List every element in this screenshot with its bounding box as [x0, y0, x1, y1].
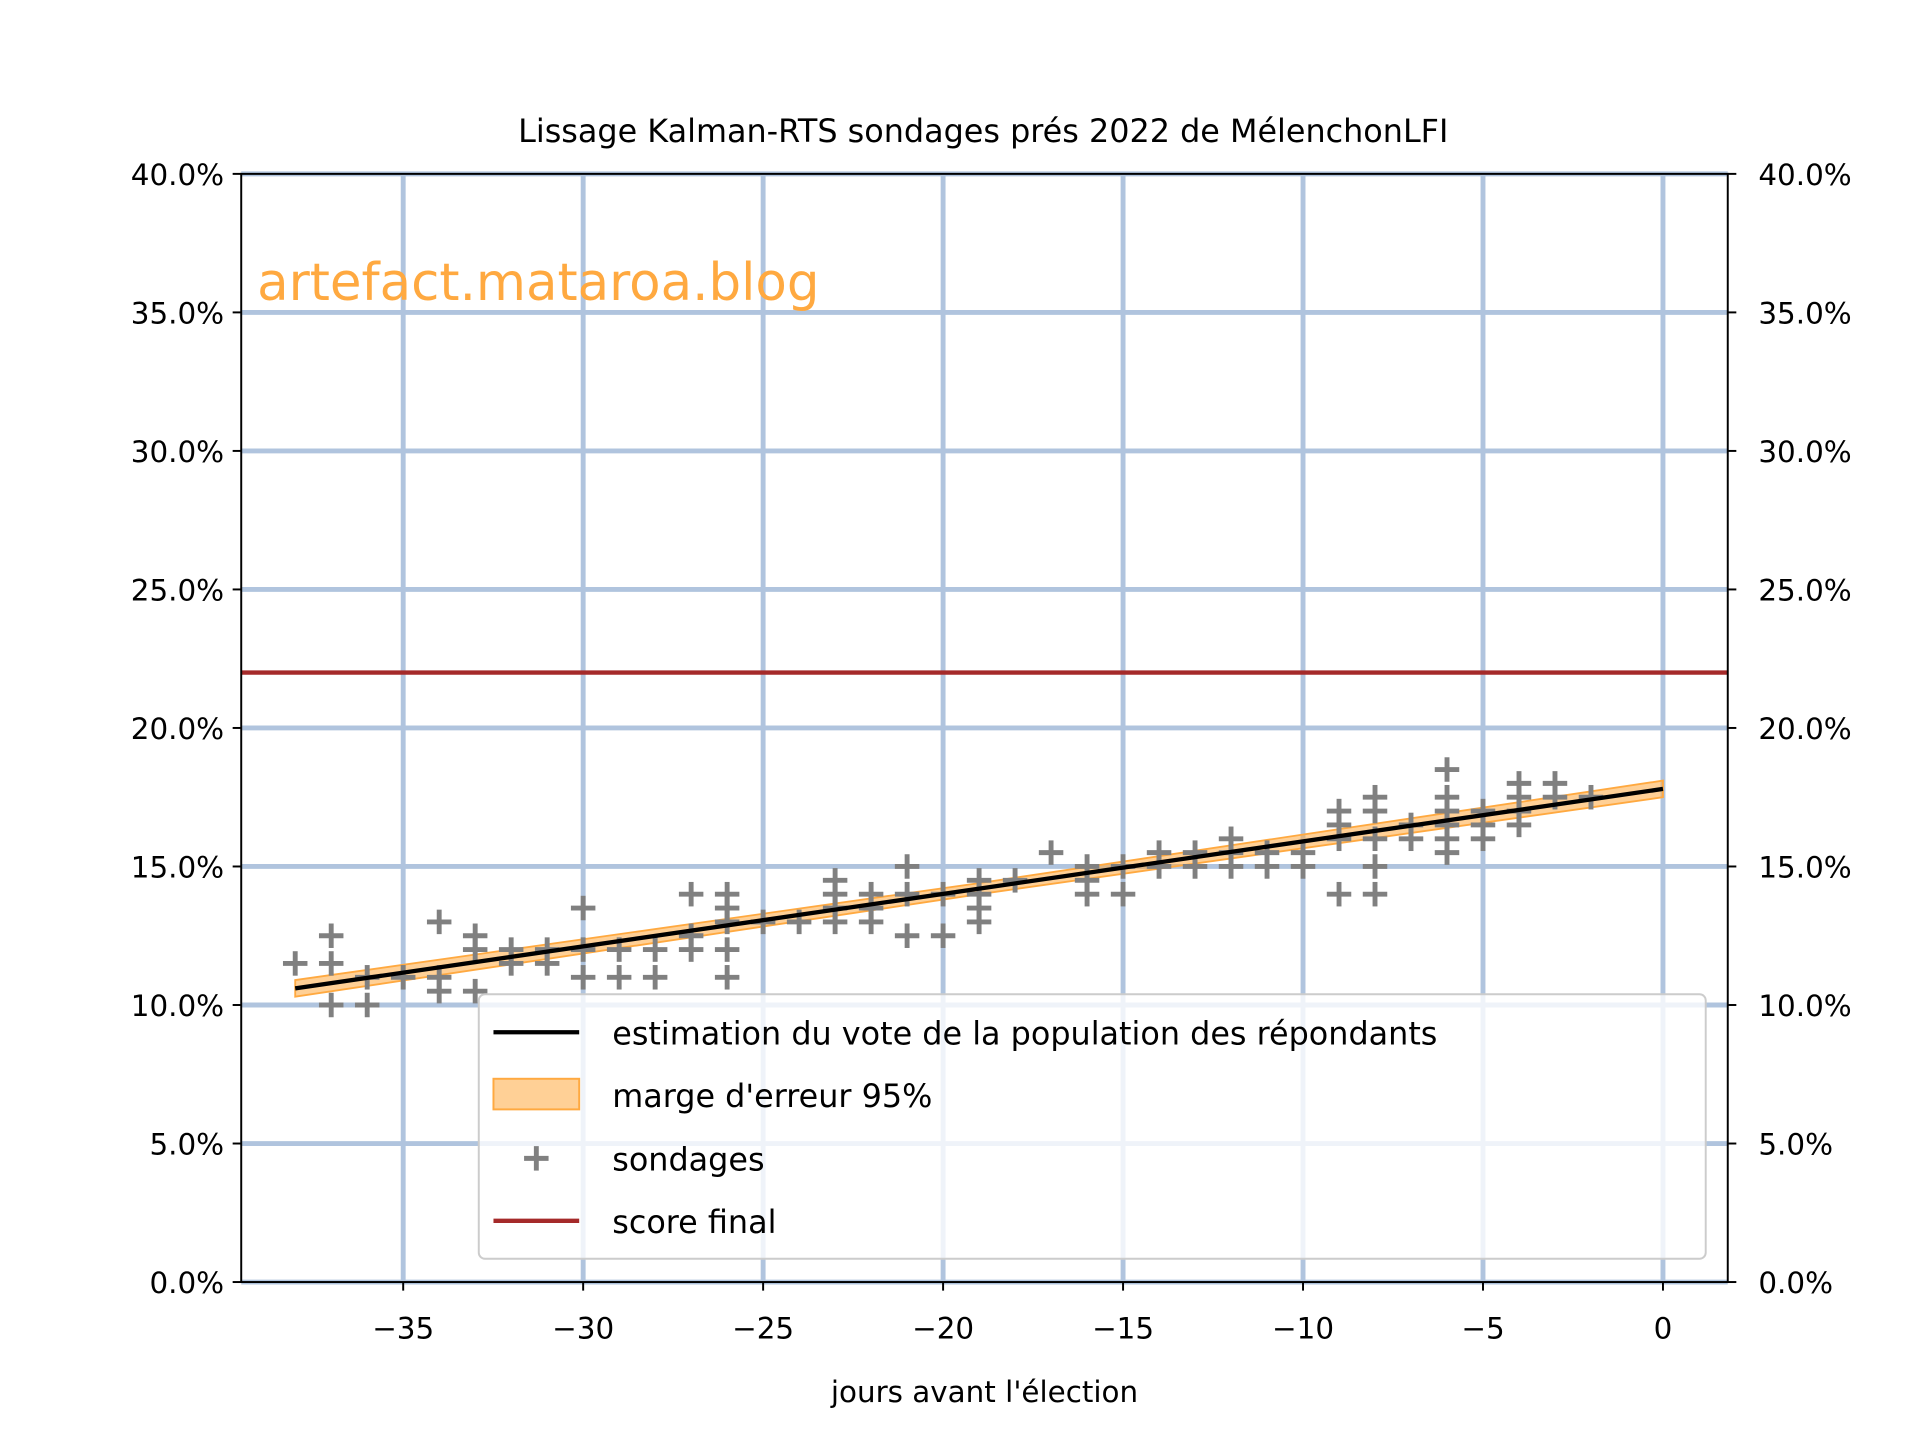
x-tick-label: 0	[1654, 1311, 1673, 1345]
poll-marker	[894, 854, 920, 879]
legend: estimation du vote de la population des …	[477, 993, 1707, 1260]
y-tick-label-left: 35.0%	[131, 296, 224, 330]
poll-marker	[1146, 854, 1172, 879]
poll-marker	[1434, 757, 1460, 782]
poll-marker	[966, 909, 992, 935]
estimate-line	[294, 786, 1664, 991]
poll-marker	[930, 923, 956, 948]
y-tick-label-right: 30.0%	[1758, 435, 1851, 469]
y-tick-label-left: 0.0%	[149, 1266, 224, 1300]
poll-marker	[354, 992, 380, 1018]
poll-marker	[426, 978, 452, 1004]
poll-marker	[858, 909, 884, 935]
poll-marker	[1506, 812, 1532, 838]
poll-marker	[678, 881, 704, 907]
x-tick-label: −25	[732, 1311, 794, 1345]
poll-marker	[318, 992, 344, 1018]
x-tick-label: −35	[372, 1311, 434, 1345]
legend-handle-polls	[524, 1146, 549, 1171]
y-tick-label-left: 15.0%	[131, 851, 224, 885]
poll-marker	[318, 951, 344, 976]
poll-marker	[714, 909, 740, 935]
x-tick-label: −20	[912, 1311, 974, 1345]
poll-marker	[678, 937, 704, 962]
estimate-line-path	[294, 786, 1664, 991]
y-tick-label-left: 30.0%	[131, 435, 224, 469]
x-tick-label: −15	[1092, 1311, 1154, 1345]
y-tick-label-right: 10.0%	[1758, 989, 1851, 1023]
poll-marker	[714, 965, 740, 990]
poll-marker	[570, 965, 596, 990]
y-tick-label-right: 40.0%	[1758, 158, 1851, 192]
poll-marker	[1074, 881, 1100, 907]
poll-marker	[606, 965, 632, 990]
poll-marker	[1362, 854, 1388, 879]
y-tick-label-right: 15.0%	[1758, 851, 1851, 885]
x-tick-label: −10	[1272, 1311, 1334, 1345]
y-tick-label-right: 35.0%	[1758, 296, 1851, 330]
y-tick-label-right: 5.0%	[1758, 1128, 1833, 1162]
poll-marker	[714, 937, 740, 962]
poll-marker	[1290, 854, 1316, 879]
poll-marker	[822, 909, 848, 935]
poll-marker	[282, 951, 308, 976]
legend-handle-band	[492, 1077, 581, 1111]
x-tick-label: −30	[552, 1311, 614, 1345]
legend-label-estimate: estimation du vote de la population des …	[612, 1014, 1437, 1052]
poll-points	[282, 757, 1604, 1018]
poll-marker	[1362, 881, 1388, 907]
y-tick-label-left: 5.0%	[149, 1128, 224, 1162]
poll-marker	[1218, 854, 1244, 879]
chart-title: Lissage Kalman-RTS sondages prés 2022 de…	[518, 112, 1448, 150]
poll-marker	[1110, 881, 1136, 907]
poll-marker	[426, 909, 452, 935]
poll-marker	[570, 895, 596, 921]
y-tick-label-right: 0.0%	[1758, 1266, 1833, 1300]
poll-marker	[1362, 798, 1388, 824]
watermark: artefact.mataroa.blog	[257, 253, 819, 313]
legend-box	[477, 993, 1707, 1260]
poll-marker	[1038, 840, 1064, 865]
y-tick-label-right: 20.0%	[1758, 712, 1851, 746]
legend-label-final: score final	[612, 1203, 776, 1241]
poll-marker	[462, 937, 488, 962]
poll-marker	[318, 923, 344, 948]
poll-marker	[1398, 826, 1424, 852]
poll-marker	[534, 951, 560, 976]
poll-marker	[1254, 854, 1280, 879]
y-tick-label-right: 25.0%	[1758, 573, 1851, 607]
y-tick-label-left: 20.0%	[131, 712, 224, 746]
axis-ticks: −35 −30 −25 −20 −15 −10 −5 0 0.0% 0.0% 5.0% 5.0% 10.…	[131, 158, 1852, 1345]
y-tick-label-left: 10.0%	[131, 989, 224, 1023]
poll-marker	[462, 978, 488, 1004]
y-tick-label-left: 25.0%	[131, 573, 224, 607]
poll-marker	[642, 937, 668, 962]
poll-marker	[1326, 881, 1352, 907]
poll-marker	[642, 965, 668, 990]
x-tick-label: −5	[1461, 1311, 1504, 1345]
y-tick-label-left: 40.0%	[131, 158, 224, 192]
poll-marker	[894, 881, 920, 907]
poll-marker	[1434, 840, 1460, 865]
x-axis-label: jours avant l'élection	[830, 1375, 1138, 1409]
poll-marker	[390, 965, 416, 990]
poll-marker	[1470, 826, 1496, 852]
poll-marker	[894, 923, 920, 948]
legend-label-band: marge d'erreur 95%	[612, 1077, 932, 1115]
legend-label-polls: sondages	[612, 1141, 764, 1179]
